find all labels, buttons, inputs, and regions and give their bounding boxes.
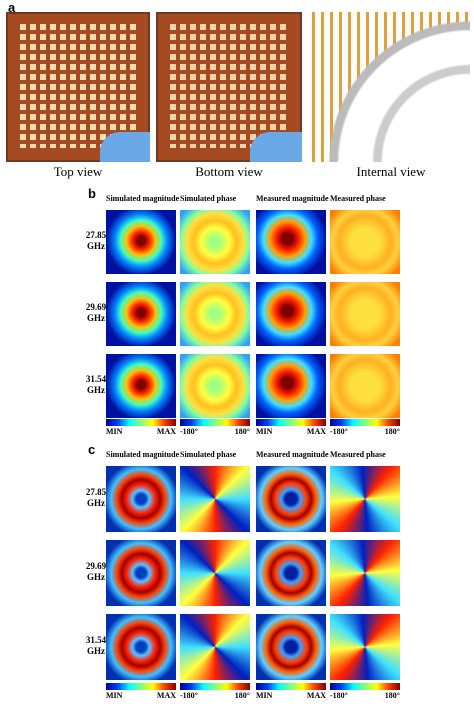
panel-label: c bbox=[88, 442, 96, 457]
colorbar-min: MIN bbox=[106, 691, 123, 700]
colorbar-min: MIN bbox=[106, 427, 123, 436]
field-map bbox=[256, 354, 326, 418]
colorbar bbox=[180, 683, 250, 690]
field-map bbox=[180, 540, 250, 606]
row-label: GHz bbox=[87, 313, 105, 323]
caption: Top view bbox=[53, 164, 103, 179]
panel-label: b bbox=[88, 186, 96, 201]
row-label: GHz bbox=[87, 572, 105, 582]
row-label: 31.54 bbox=[85, 374, 107, 384]
row-label: GHz bbox=[87, 385, 105, 395]
colorbar bbox=[330, 419, 400, 426]
colorbar bbox=[106, 419, 176, 426]
field-map bbox=[106, 540, 176, 606]
row-label: 29.69 bbox=[85, 302, 107, 312]
column-header: Measured magnitude bbox=[256, 450, 329, 459]
colorbar-min: MIN bbox=[256, 427, 273, 436]
colorbar-min: -180° bbox=[180, 427, 198, 436]
photo-internal bbox=[312, 12, 470, 162]
colorbar-min: -180° bbox=[330, 691, 348, 700]
column-header: Simulated phase bbox=[180, 450, 237, 459]
field-map bbox=[330, 466, 400, 532]
field-map bbox=[106, 614, 176, 680]
field-map bbox=[256, 210, 326, 274]
column-header: Simulated phase bbox=[180, 194, 237, 203]
field-map bbox=[256, 282, 326, 346]
column-header: Measured phase bbox=[330, 450, 386, 459]
colorbar-min: -180° bbox=[180, 691, 198, 700]
field-map bbox=[106, 282, 176, 346]
colorbar bbox=[256, 683, 326, 690]
colorbar bbox=[330, 683, 400, 690]
colorbar-max: MAX bbox=[306, 691, 326, 700]
field-map bbox=[330, 540, 400, 606]
row-label: 29.69 bbox=[85, 561, 107, 571]
field-map bbox=[256, 466, 326, 532]
row-label: GHz bbox=[87, 646, 105, 656]
row-label: GHz bbox=[87, 241, 105, 251]
column-header: Measured magnitude bbox=[256, 194, 329, 203]
colorbar bbox=[256, 419, 326, 426]
field-map bbox=[106, 466, 176, 532]
caption: Bottom view bbox=[195, 164, 263, 179]
array bbox=[20, 24, 138, 148]
field-map bbox=[180, 614, 250, 680]
row-label: 27.85 bbox=[85, 230, 107, 240]
field-map bbox=[106, 354, 176, 418]
field-map bbox=[180, 282, 250, 346]
colorbar-max: 180° bbox=[384, 427, 400, 436]
field-map bbox=[330, 614, 400, 680]
field-map bbox=[330, 354, 400, 418]
field-map bbox=[180, 354, 250, 418]
field-map bbox=[330, 282, 400, 346]
glove bbox=[100, 132, 150, 162]
panel-label: a bbox=[8, 0, 16, 15]
colorbar bbox=[180, 419, 250, 426]
colorbar-max: 180° bbox=[234, 427, 250, 436]
row-label: 27.85 bbox=[85, 487, 107, 497]
column-header: Simulated magnitude bbox=[106, 194, 180, 203]
colorbar-min: MIN bbox=[256, 691, 273, 700]
field-map bbox=[180, 466, 250, 532]
column-header: Measured phase bbox=[330, 194, 386, 203]
column-header: Simulated magnitude bbox=[106, 450, 180, 459]
colorbar-max: MAX bbox=[156, 691, 176, 700]
field-map bbox=[256, 540, 326, 606]
row-label: GHz bbox=[87, 498, 105, 508]
colorbar-min: -180° bbox=[330, 427, 348, 436]
caption: Internal view bbox=[356, 164, 426, 179]
row-label: 31.54 bbox=[85, 635, 107, 645]
colorbar-max: MAX bbox=[156, 427, 176, 436]
array bbox=[170, 24, 290, 148]
field-map bbox=[256, 614, 326, 680]
glove bbox=[250, 132, 302, 162]
colorbar bbox=[106, 683, 176, 690]
field-map bbox=[106, 210, 176, 274]
field-map bbox=[330, 210, 400, 274]
colorbar-max: 180° bbox=[234, 691, 250, 700]
field-map bbox=[180, 210, 250, 274]
colorbar-max: 180° bbox=[384, 691, 400, 700]
colorbar-max: MAX bbox=[306, 427, 326, 436]
